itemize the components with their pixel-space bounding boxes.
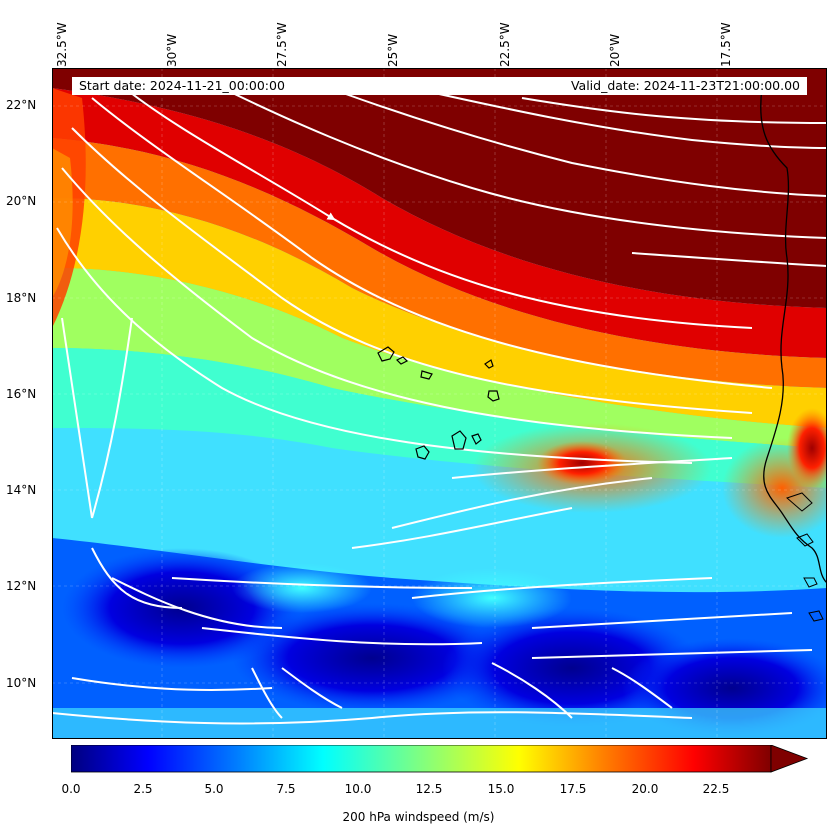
- colorbar-tick: 2.5: [133, 782, 153, 796]
- colorbar-tick: 15.0: [487, 782, 515, 796]
- colorbar-tick: 0.0: [61, 782, 81, 796]
- lat-tick: 12°N: [6, 579, 37, 593]
- lat-tick: 10°N: [6, 676, 37, 690]
- colorbar-tick: 22.5: [702, 782, 730, 796]
- lon-tick: 30°W: [165, 33, 179, 67]
- lon-tick: 32.5°W: [55, 22, 69, 67]
- colorbar: [71, 745, 809, 773]
- lat-tick: 18°N: [6, 291, 37, 305]
- windspeed-map: [52, 68, 827, 739]
- lon-tick: 22.5°W: [498, 22, 512, 67]
- lon-tick: 17.5°W: [719, 22, 733, 67]
- date-info-box: Start date: 2024-11-21_00:00:00 Valid_da…: [72, 77, 807, 95]
- colorbar-tick: 10.0: [344, 782, 372, 796]
- valid-date-text: Valid_date: 2024-11-23T21:00:00.00: [570, 78, 800, 93]
- colorbar-tick: 12.5: [415, 782, 443, 796]
- lat-tick: 16°N: [6, 387, 37, 401]
- lat-tick: 20°N: [6, 194, 37, 208]
- colorbar-tick: 5.0: [204, 782, 224, 796]
- lon-tick: 27.5°W: [275, 22, 289, 67]
- lon-tick: 20°W: [608, 33, 622, 67]
- colorbar-label: 200 hPa windspeed (m/s): [342, 810, 495, 824]
- colorbar-tick: 7.5: [276, 782, 296, 796]
- lat-tick: 14°N: [6, 483, 37, 497]
- colorbar-tick: 17.5: [559, 782, 587, 796]
- lon-tick: 25°W: [386, 33, 400, 67]
- lat-tick: 22°N: [6, 98, 37, 112]
- start-date-text: Start date: 2024-11-21_00:00:00: [79, 78, 285, 93]
- colorbar-tick: 20.0: [631, 782, 659, 796]
